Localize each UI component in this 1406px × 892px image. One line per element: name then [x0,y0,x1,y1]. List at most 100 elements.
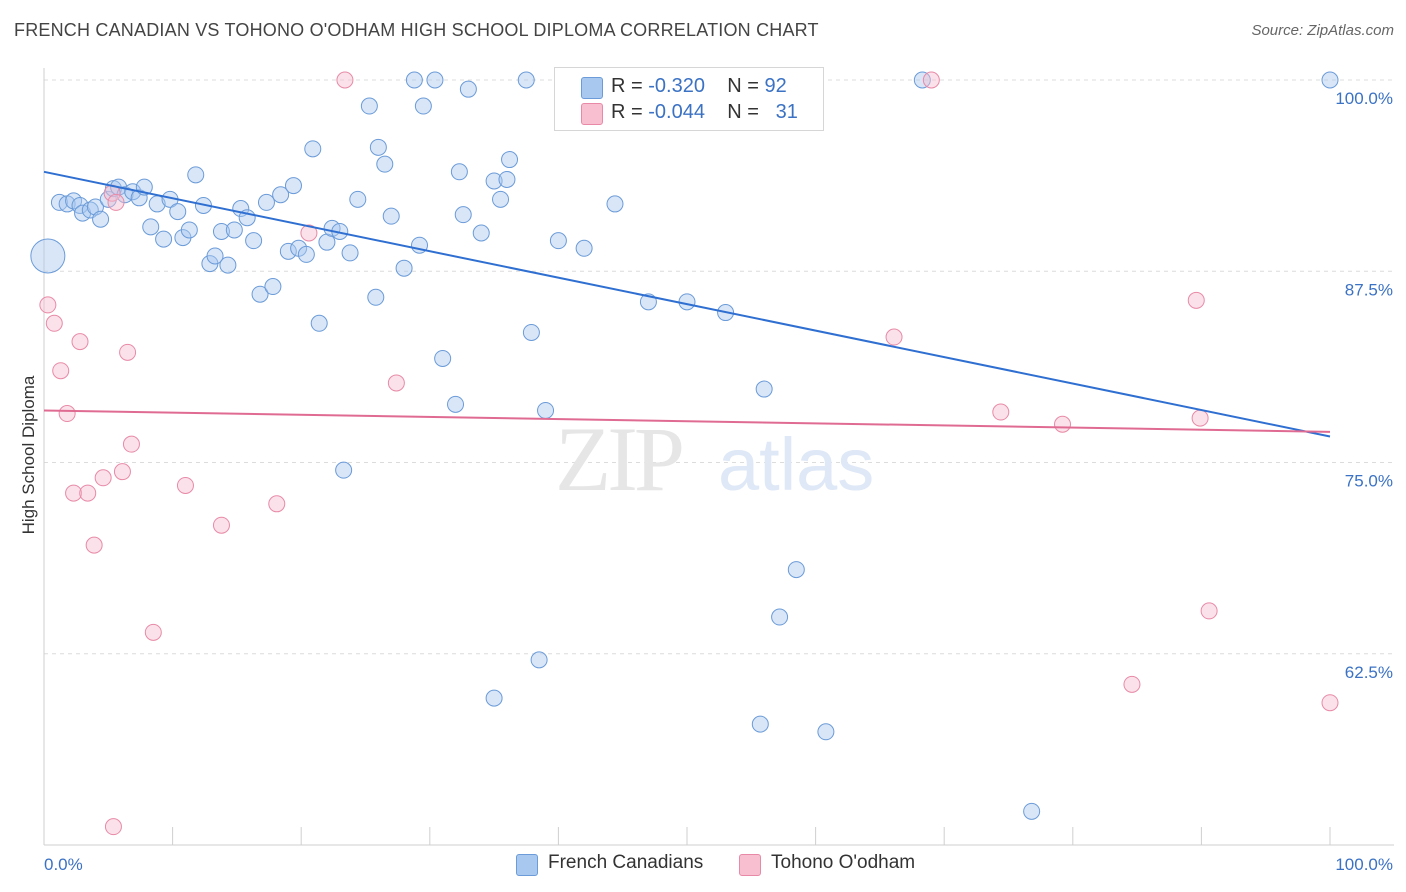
point-french-canadians [142,218,160,236]
point-french-canadians [180,221,198,239]
point-tohono-oodham [212,516,230,534]
legend-n-label: N = [727,101,765,123]
point-tohono-oodham [268,495,286,513]
point-french-canadians [219,256,237,274]
point-tohono-oodham [1200,602,1218,620]
point-french-canadians [367,288,385,306]
point-french-canadians [549,232,567,250]
point-french-canadians [426,71,444,89]
legend-r-label: R = [611,75,649,97]
bottom-legend-label: Tohono O'odham [771,852,916,873]
bottom-legend-label: French Canadians [548,852,704,873]
point-french-canadians [454,206,472,224]
point-french-canadians [485,172,503,190]
point-french-canadians [335,461,353,479]
point-french-canadians [360,97,378,115]
point-french-canadians [395,259,413,277]
watermark-zip: ZIP [555,408,682,510]
point-french-canadians [485,689,503,707]
point-french-canadians [304,140,322,158]
legend-r-label: R = [611,101,649,123]
point-french-canadians [472,224,490,242]
point-french-canadians [450,163,468,181]
point-french-canadians [257,193,275,211]
point-tohono-oodham [1191,409,1209,427]
chart-title: FRENCH CANADIAN VS TOHONO O'ODHAM HIGH S… [14,20,819,40]
point-french-canadians [517,71,535,89]
point-french-canadians [498,170,516,188]
y-tick-label: 75.0% [1345,472,1393,491]
point-french-canadians [30,238,66,274]
x-tick-label: 0.0% [44,855,83,874]
point-french-canadians [92,210,110,228]
trend-line-french-canadians [43,170,1331,438]
legend-swatch-blue [581,77,603,99]
point-french-canadians [537,401,555,419]
point-tohono-oodham [85,536,103,554]
point-french-canadians [522,323,540,341]
point-french-canadians [130,189,148,207]
point-tohono-oodham [58,405,76,423]
points-layer [30,71,1339,836]
point-french-canadians [575,239,593,257]
legend-n-label: N = [727,75,765,97]
point-tohono-oodham [52,362,70,380]
point-french-canadians [434,349,452,367]
point-french-canadians [245,232,263,250]
point-tohono-oodham [1054,415,1072,433]
point-french-canadians [272,186,290,204]
point-tohono-oodham [104,818,122,836]
point-tohono-oodham [45,314,63,332]
point-french-canadians [169,203,187,221]
point-tohono-oodham [113,463,131,481]
point-french-canadians [913,71,931,89]
bottom-legend-swatch-pink [739,854,761,876]
legend-n-value: 31 [775,101,798,123]
point-tohono-oodham [922,71,940,89]
point-french-canadians [678,293,696,311]
point-french-canadians [606,195,624,213]
point-french-canadians [751,715,769,733]
point-tohono-oodham [1123,675,1141,693]
point-tohono-oodham [71,333,89,351]
point-french-canadians [297,245,315,263]
point-tohono-oodham [107,193,125,211]
trend-lines [43,170,1331,438]
point-french-canadians [787,561,805,579]
y-tick-label: 62.5% [1345,663,1393,682]
point-tohono-oodham [176,476,194,494]
point-french-canadians [755,380,773,398]
legend-r-value: -0.044 [648,101,705,123]
point-french-canadians [405,71,423,89]
point-french-canadians [284,177,302,195]
point-tohono-oodham [65,484,83,502]
point-french-canadians [225,221,243,239]
point-french-canadians [530,651,548,669]
point-tohono-oodham [300,224,318,242]
point-tohono-oodham [387,374,405,392]
point-tohono-oodham [119,343,137,361]
trend-line-tohono-oodham [43,409,1331,433]
legend-r-value: -0.320 [648,75,705,97]
legend-swatch-pink [581,103,603,125]
point-tohono-oodham [1187,291,1205,309]
point-french-canadians [279,242,297,260]
tick-labels: 100.0% 87.5% 75.0% 62.5% 0.0% 100.0% [44,89,1393,874]
point-french-canadians [771,608,789,626]
point-tohono-oodham [885,328,903,346]
point-french-canadians [382,207,400,225]
point-french-canadians [447,395,465,413]
point-french-canadians [212,222,230,240]
point-french-canadians [206,247,224,265]
point-french-canadians [251,285,269,303]
point-french-canadians [1023,802,1041,820]
point-tohono-oodham [122,435,140,453]
watermark-atlas: atlas [718,423,874,506]
stats-legend: R = -0.320 N = 92 R = -0.044 N = 31 [554,67,824,131]
legend-n-value: 92 [764,75,787,97]
source-label: Source: ZipAtlas.com [1251,22,1394,39]
y-axis-label: High School Diploma [19,375,38,534]
point-french-canadians [369,138,387,156]
point-tohono-oodham [94,469,112,487]
